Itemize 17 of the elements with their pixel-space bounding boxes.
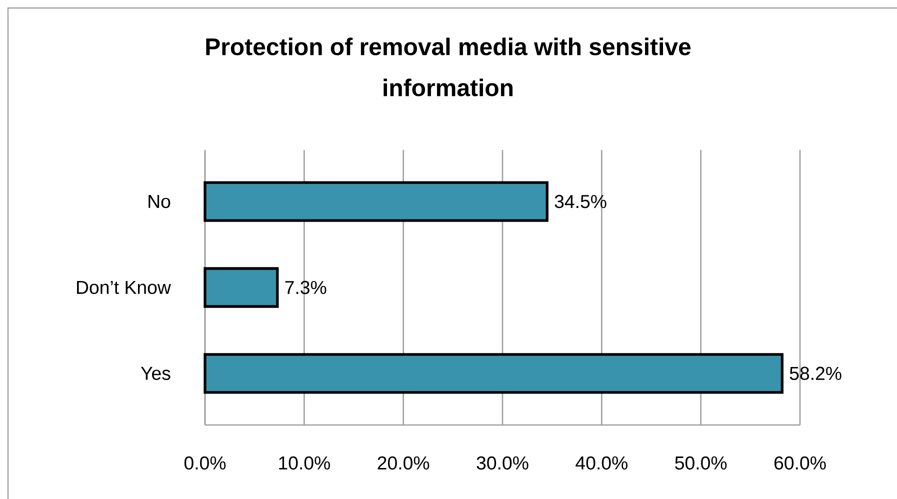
y-tick-label: Yes <box>140 366 170 380</box>
x-tick-label: 30.0% <box>476 456 528 470</box>
y-tick-label: No <box>148 195 170 208</box>
x-tick-label: 40.0% <box>576 456 628 470</box>
data-label: 34.5% <box>554 194 606 208</box>
chart-title: Protection of removal media with sensitive information <box>206 38 691 96</box>
data-label: 7.3% <box>285 280 326 294</box>
x-tick-label: 0.0% <box>184 456 226 470</box>
x-tick-label: 50.0% <box>675 456 727 470</box>
data-label: 58.2% <box>790 366 842 380</box>
y-tick-label: Don’t Know <box>77 280 171 294</box>
bar <box>204 267 279 308</box>
x-tick-label: 10.0% <box>279 456 330 470</box>
bar <box>204 353 784 394</box>
x-tick-label: 60.0% <box>774 456 826 470</box>
bar <box>204 181 548 222</box>
x-tick-label: 20.0% <box>378 456 430 470</box>
